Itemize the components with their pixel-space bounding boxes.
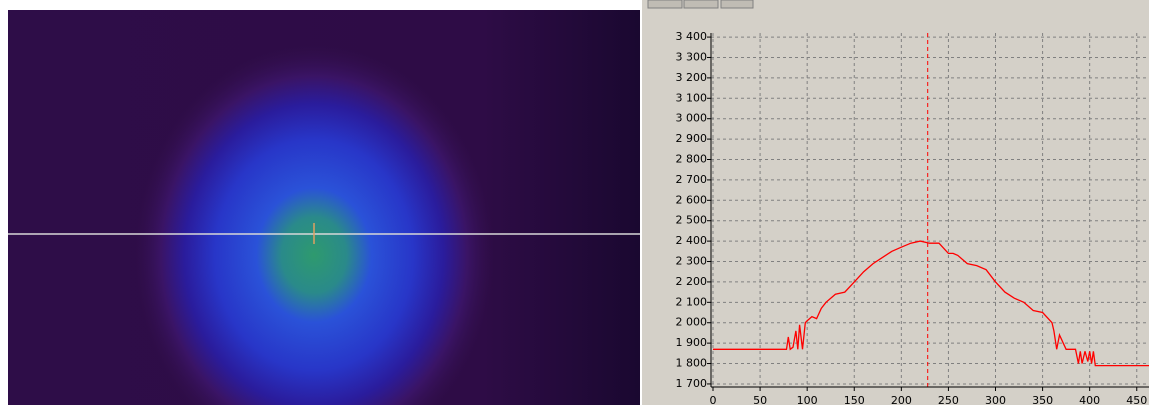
y-tick-label: 1 800 xyxy=(676,357,708,370)
tab[interactable] xyxy=(683,0,719,9)
x-tick-label: 100 xyxy=(797,394,818,405)
y-tick-label: 2 200 xyxy=(676,275,708,288)
y-tick-label: 2 600 xyxy=(676,193,708,206)
x-tick-label: 200 xyxy=(891,394,912,405)
plot-area xyxy=(711,33,1149,387)
x-tick-label: 300 xyxy=(985,394,1006,405)
tab[interactable] xyxy=(720,0,754,9)
x-tick-label: 400 xyxy=(1079,394,1100,405)
y-tick-label: 2 000 xyxy=(676,316,708,329)
x-tick-label: 350 xyxy=(1032,394,1053,405)
x-tick-label: 250 xyxy=(938,394,959,405)
y-tick-label: 2 400 xyxy=(676,234,708,247)
y-tick-label: 2 900 xyxy=(676,132,708,145)
y-tick-label: 3 000 xyxy=(676,112,708,125)
x-tick-label: 0 xyxy=(710,394,717,405)
y-tick-label: 2 700 xyxy=(676,173,708,186)
profile-curve xyxy=(713,240,1149,367)
y-tick-label: 1 700 xyxy=(676,377,708,390)
y-tick-label: 3 100 xyxy=(676,91,708,104)
y-tick-label: 3 400 xyxy=(676,30,708,43)
x-tick-label: 50 xyxy=(753,394,767,405)
y-tick-label: 2 500 xyxy=(676,214,708,227)
y-tick-label: 3 300 xyxy=(676,50,708,63)
y-tick-label: 1 900 xyxy=(676,336,708,349)
y-tick-label: 2 300 xyxy=(676,255,708,268)
x-tick-label: 150 xyxy=(844,394,865,405)
y-tick-label: 3 200 xyxy=(676,71,708,84)
x-tick-label: 450 xyxy=(1126,394,1147,405)
y-tick-label: 2 100 xyxy=(676,295,708,308)
beam-spot xyxy=(8,10,640,405)
y-tick-label: 2 800 xyxy=(676,153,708,166)
tab[interactable] xyxy=(647,0,683,9)
